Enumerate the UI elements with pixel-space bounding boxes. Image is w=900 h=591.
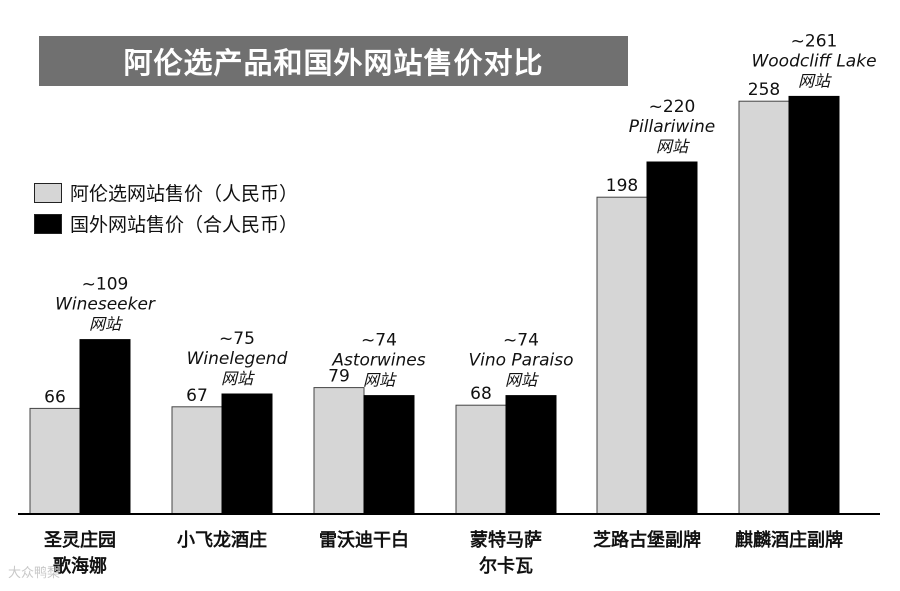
bar-series2-0 [79,339,131,515]
site-label-4: Pillariwine [629,117,715,137]
site-suffix-5: 网站 [798,71,832,90]
category-label-1-0: 小飞龙酒庄 [177,529,267,551]
value-label-series2-4: ~220 [649,97,696,117]
site-label-5: Woodcliff Lake [751,51,876,71]
bar-series1-2 [313,387,365,515]
site-label-1: Winelegend [187,349,288,369]
site-label-3: Vino Paraiso [469,351,574,371]
site-label-0: Wineseeker [55,295,156,315]
site-suffix-3: 网站 [505,371,539,390]
legend-label-series1: 阿伦选网站售价（人民币） [70,183,299,205]
category-label-0-1: 歌海娜 [53,555,107,577]
category-label-5-0: 麒麟酒庄副牌 [735,529,843,551]
value-label-series2-3: ~74 [503,331,539,351]
bar-series2-1 [221,393,273,515]
value-label-series1-2: 79 [328,367,350,387]
value-label-series2-5: ~261 [791,31,838,51]
category-label-4-0: 芝路古堡副牌 [593,529,701,551]
bar-series2-5 [788,95,840,515]
legend-item-series2: 国外网站售价（合人民币） [34,210,298,237]
site-suffix-1: 网站 [221,369,255,388]
value-label-series1-4: 198 [606,176,638,196]
bar-series2-2 [363,395,415,515]
bar-series1-0 [29,407,81,515]
chart-title: 阿伦选产品和国外网站售价对比 [39,36,628,86]
site-suffix-4: 网站 [656,137,690,156]
bar-series1-4 [596,196,648,515]
value-label-series1-0: 66 [44,387,66,407]
category-label-2-0: 雷沃迪干白 [319,529,409,551]
site-label-2: Astorwines [331,351,425,371]
site-suffix-0: 网站 [89,315,123,334]
legend-swatch-series2 [34,213,62,234]
bar-series1-3 [455,404,507,515]
value-label-series2-2: ~74 [361,331,397,351]
category-label-3-0: 蒙特马萨 [470,529,542,551]
bar-series2-3 [505,395,557,515]
value-label-series2-0: ~109 [82,275,129,295]
value-label-series1-3: 68 [470,384,492,404]
value-label-series1-5: 258 [748,80,780,100]
category-label-3-1: 尔卡瓦 [479,555,533,577]
bar-series1-5 [738,100,790,515]
legend-swatch-series1 [34,182,62,203]
legend-item-series1: 阿伦选网站售价（人民币） [34,179,298,206]
category-label-0-0: 圣灵庄园 [43,529,116,551]
bar-series1-1 [171,406,223,515]
bar-series2-4 [646,161,698,515]
watermark-text: 大众鸭梨 [8,566,61,581]
value-label-series1-1: 67 [186,386,208,406]
site-suffix-2: 网站 [363,371,397,390]
legend-label-series2: 国外网站售价（合人民币） [70,214,299,236]
value-label-series2-1: ~75 [219,329,255,349]
